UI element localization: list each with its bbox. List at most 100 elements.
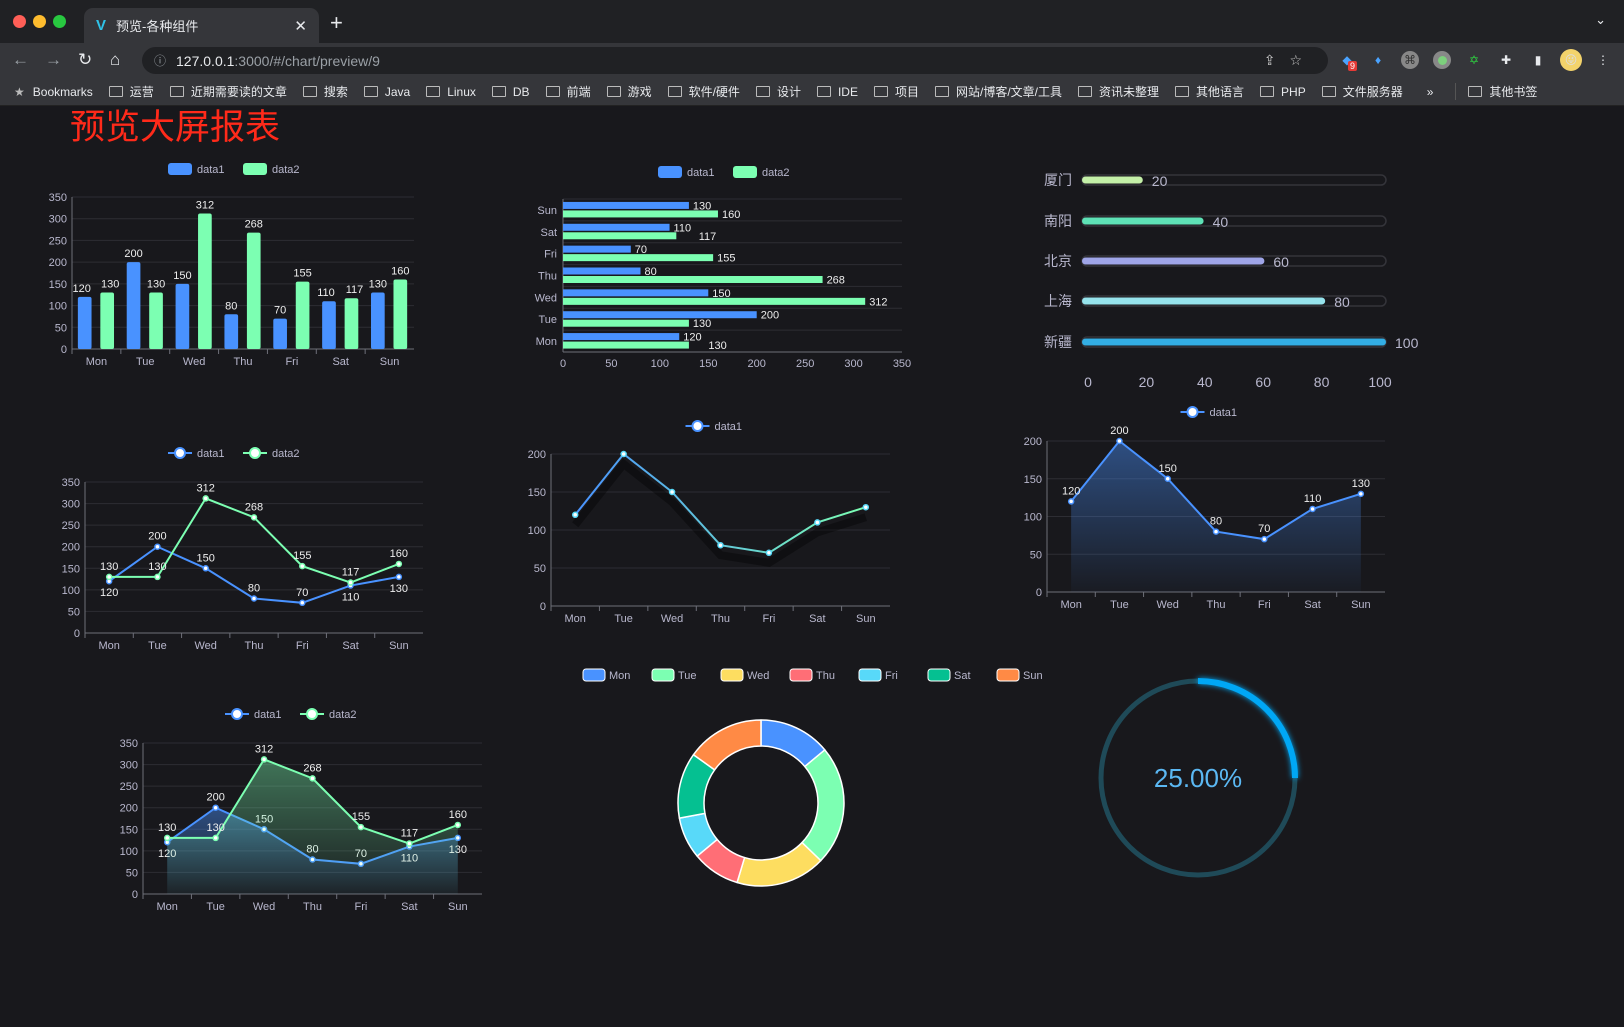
folder-icon	[1078, 86, 1092, 97]
y-tick-label: 200	[528, 449, 546, 461]
y-tick-label: 200	[1024, 436, 1042, 448]
extension-icon[interactable]: ◆ 9	[1342, 53, 1358, 71]
data-label: 130	[693, 200, 711, 212]
maximize-window-button[interactable]	[53, 15, 66, 28]
bookmark-folder[interactable]: Java	[363, 83, 410, 100]
bookmark-folder[interactable]: 文件服务器	[1321, 83, 1403, 100]
x-tick-label: 250	[796, 358, 814, 370]
bookmark-folder[interactable]: 游戏	[606, 83, 652, 100]
data-label: 110	[674, 222, 692, 234]
bookmarks-button[interactable]: ★ Bookmarks	[14, 85, 93, 99]
bookmark-folder[interactable]: 运营	[108, 83, 154, 100]
bookmark-folder[interactable]: 资讯未整理	[1078, 83, 1159, 100]
bookmark-folder[interactable]: DB	[491, 83, 530, 100]
star-extension-icon[interactable]: ✡	[1468, 53, 1480, 67]
tab-close-icon[interactable]: ✕	[294, 17, 307, 35]
point-data2	[260, 756, 268, 763]
bookmark-folder[interactable]: Linux	[426, 83, 476, 100]
menu-kebab-icon[interactable]: ⋮	[1597, 53, 1609, 67]
y-tick-label: 0	[1036, 587, 1042, 599]
y-tick-label: 0	[61, 344, 67, 356]
close-window-button[interactable]	[13, 15, 26, 28]
y-tick-label: 300	[62, 499, 80, 511]
x-tick-label: Thu	[303, 901, 322, 913]
legend-label: Sun	[1023, 670, 1043, 682]
x-tick-label: Fri	[355, 901, 368, 913]
x-tick-label: Tue	[136, 356, 155, 368]
data-label: 130	[147, 279, 165, 291]
folder-icon	[1468, 86, 1483, 97]
folder-icon	[1260, 86, 1275, 97]
x-tick-label: Sun	[856, 613, 876, 625]
tab-search-chevron-icon[interactable]: ⌄	[1595, 12, 1606, 27]
share-icon[interactable]: ⇪	[1263, 52, 1290, 68]
legend-swatch-icon	[927, 668, 951, 682]
tab-title: 预览-各种组件	[116, 19, 199, 34]
data-label: 117	[342, 567, 360, 579]
data-label: 70	[296, 587, 308, 599]
point-data2	[299, 562, 306, 570]
folder-icon	[108, 86, 123, 97]
data-label: 117	[401, 828, 419, 840]
data-label: 160	[449, 809, 467, 821]
bookmark-folder[interactable]: PHP	[1260, 83, 1306, 100]
side-panel-icon[interactable]: ▮	[1534, 53, 1542, 67]
site-info-icon[interactable]: ⓘ	[154, 54, 167, 68]
profile-avatar[interactable]: 😜	[1560, 49, 1582, 71]
bookmark-folder[interactable]: 网站/博客/文章/工具	[934, 83, 1062, 100]
puzzle-extensions-icon[interactable]: ✚	[1500, 53, 1512, 67]
legend-label: data2	[762, 167, 790, 179]
bookmark-folder[interactable]: 其他语言	[1175, 83, 1244, 100]
address-bar[interactable]: ⓘ 127.0.0.1:3000/#/chart/preview/9 ⇪☆	[142, 47, 1328, 74]
url-path: :3000/#/chart/preview/9	[234, 52, 380, 69]
bookmark-folder[interactable]: IDE	[816, 83, 858, 100]
bar-data1	[563, 333, 680, 341]
bookmark-folder[interactable]: 前端	[545, 83, 591, 100]
command-extension-icon[interactable]: ⌘	[1401, 51, 1419, 69]
other-bookmarks-folder[interactable]: 其他书签	[1455, 83, 1537, 100]
bookmark-label: 项目	[894, 85, 919, 99]
legend-marker-icon	[306, 708, 318, 720]
data-label: 268	[245, 501, 263, 513]
minimize-window-button[interactable]	[33, 15, 46, 28]
x-tick-label: Wed	[1157, 599, 1179, 611]
x-tick-label: Wed	[183, 356, 205, 368]
point-data1	[250, 595, 258, 602]
bookmark-folder[interactable]: 设计	[755, 83, 801, 100]
progress-fill	[1082, 297, 1326, 305]
point-data1	[1067, 498, 1075, 505]
page-title: 预览大屏报表	[70, 108, 281, 148]
folder-icon	[755, 86, 770, 97]
url-host: 127.0.0.1	[176, 52, 235, 69]
back-arrow-icon[interactable]: ←	[12, 50, 29, 69]
bookmark-folder[interactable]: 搜索	[302, 83, 348, 100]
gem-extension-icon[interactable]: ♦	[1374, 53, 1382, 67]
reload-icon[interactable]: ↻	[78, 50, 93, 69]
y-tick-label: 250	[62, 520, 80, 532]
new-tab-button[interactable]: +	[330, 10, 343, 35]
x-tick-label: Thu	[234, 356, 253, 368]
point-data2	[212, 834, 219, 842]
y-tick-label: Tue	[538, 314, 557, 326]
bookmark-folder[interactable]: 项目	[873, 83, 919, 100]
data-label: 70	[1258, 523, 1270, 535]
x-tick-label: 60	[1255, 374, 1271, 390]
progress-fill	[1082, 176, 1143, 184]
home-icon[interactable]: ⌂	[110, 50, 121, 69]
forward-arrow-icon[interactable]: →	[45, 50, 62, 69]
bar-data2	[563, 210, 718, 218]
y-tick-label: 250	[49, 235, 67, 247]
x-tick-label: 0	[1084, 374, 1092, 390]
data-label: 312	[869, 296, 887, 308]
y-tick-label: 0	[74, 628, 80, 640]
bookmark-folder[interactable]: 近期需要读的文章	[169, 83, 287, 100]
browser-tab[interactable]: V 预览-各种组件 ✕	[84, 8, 319, 43]
bookmark-star-icon[interactable]: ☆	[1289, 52, 1316, 68]
bookmarks-overflow-button[interactable]: »	[1426, 84, 1434, 99]
bar-data2	[344, 298, 359, 349]
circle-extension-icon[interactable]	[1433, 51, 1451, 69]
bookmark-folder[interactable]: 软件/硬件	[667, 83, 740, 100]
legend-label: Tue	[678, 670, 697, 682]
data-label: 130	[100, 561, 118, 573]
legend-label: Wed	[747, 670, 769, 682]
